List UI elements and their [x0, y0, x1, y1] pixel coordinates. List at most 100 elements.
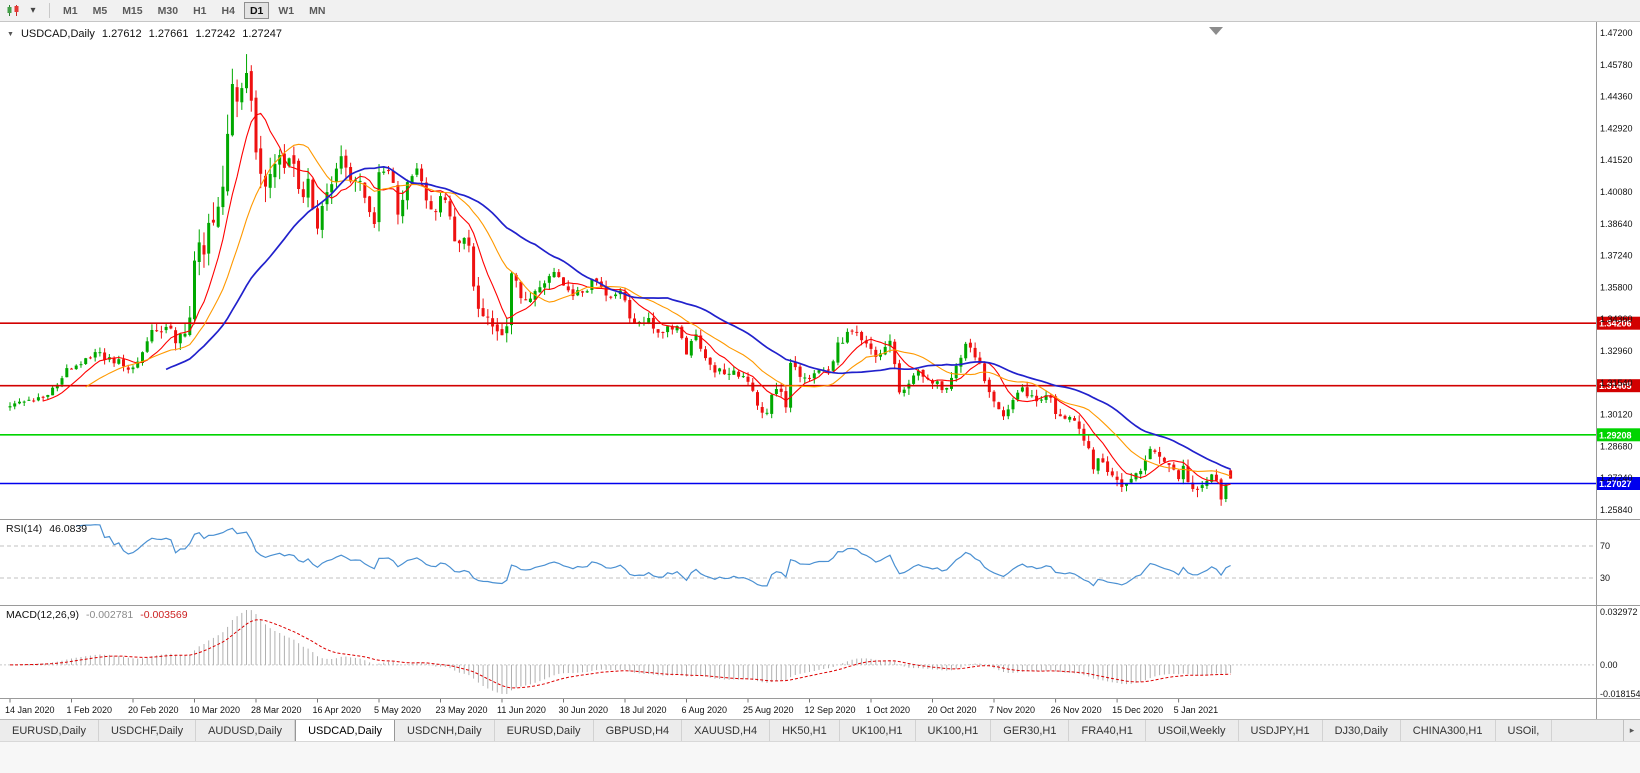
chart-tab-usdcad-daily[interactable]: USDCAD,Daily	[295, 720, 396, 741]
timeframe-h1-button[interactable]: H1	[193, 4, 207, 17]
svg-text:20 Oct 2020: 20 Oct 2020	[928, 705, 977, 715]
timeframe-m15-button[interactable]: M15	[122, 4, 143, 17]
svg-text:1.42920: 1.42920	[1600, 123, 1633, 133]
tab-scroll-right-button[interactable]: ▸	[1623, 720, 1640, 741]
svg-text:6 Aug 2020: 6 Aug 2020	[682, 705, 728, 715]
timeframe-m30-button[interactable]: M30	[157, 4, 179, 17]
svg-text:1.28680: 1.28680	[1600, 441, 1633, 451]
svg-text:1.38640: 1.38640	[1600, 219, 1633, 229]
svg-text:1.34360: 1.34360	[1600, 314, 1633, 324]
timeframe-mn-button[interactable]: MN	[309, 4, 326, 17]
svg-text:1.45780: 1.45780	[1600, 60, 1633, 70]
moving-averages	[42, 112, 1231, 486]
svg-text:1.27240: 1.27240	[1600, 473, 1633, 483]
svg-text:28 Mar 2020: 28 Mar 2020	[251, 705, 302, 715]
candlestick-chart-icon	[7, 5, 19, 16]
chart-tab-eurusd-daily[interactable]: EURUSD,Daily	[0, 720, 99, 741]
svg-text:1.44360: 1.44360	[1600, 92, 1633, 102]
chart-tab-uk100-h1[interactable]: UK100,H1	[840, 720, 916, 741]
svg-text:5 Jan 2021: 5 Jan 2021	[1174, 705, 1219, 715]
chart-tab-eurusd-daily[interactable]: EURUSD,Daily	[495, 720, 594, 741]
macd-signal-line	[10, 619, 1231, 689]
price-tag-1.34206	[1597, 316, 1640, 330]
svg-text:12 Sep 2020: 12 Sep 2020	[805, 705, 856, 715]
ma-34-line	[165, 166, 1231, 470]
chart-tab-fra40-h1[interactable]: FRA40,H1	[1069, 720, 1146, 741]
svg-text:10 Mar 2020: 10 Mar 2020	[190, 705, 241, 715]
toolbar-divider	[49, 3, 50, 18]
timeframe-w1-button[interactable]: W1	[278, 4, 295, 17]
svg-text:1.34206: 1.34206	[1599, 319, 1632, 329]
price-scale[interactable]: 1.47200 1.45780 1.44360 1.42920 1.41520 1.400…	[1600, 28, 1633, 515]
chart-tab-ger30-h1[interactable]: GER30,H1	[991, 720, 1070, 741]
rsi-line-layer	[76, 524, 1231, 587]
chart-shift-marker[interactable]	[1209, 27, 1223, 35]
chart-tab-china300-h1[interactable]: CHINA300,H1	[1401, 720, 1496, 741]
chart-tabs: EURUSD,Daily USDCHF,Daily AUDUSD,Daily USDC…	[0, 720, 1640, 741]
svg-text:-0.018154: -0.018154	[1600, 689, 1640, 699]
chart-tab-audusd-daily[interactable]: AUDUSD,Daily	[196, 720, 296, 741]
chart-tab-xauusd-h4[interactable]: XAUUSD,H4	[682, 720, 771, 741]
price-tag-1.31405	[1597, 379, 1640, 393]
macd-scale[interactable]: 0.032972 0.00 -0.018154	[1600, 607, 1640, 699]
svg-text:7 Nov 2020: 7 Nov 2020	[989, 705, 1035, 715]
macd-histogram	[14, 610, 1232, 694]
chart-tab-uk100-h1[interactable]: UK100,H1	[916, 720, 992, 741]
chart-tab-dj30-daily[interactable]: DJ30,Daily	[1323, 720, 1401, 741]
svg-text:1 Feb 2020: 1 Feb 2020	[67, 705, 113, 715]
svg-text:1.32960: 1.32960	[1600, 346, 1633, 356]
svg-text:1.30120: 1.30120	[1600, 410, 1633, 420]
svg-text:1.40080: 1.40080	[1600, 187, 1633, 197]
macd-signal-layer	[10, 619, 1231, 689]
chart-tab-usoil[interactable]: USOil,	[1496, 720, 1553, 741]
svg-text:30: 30	[1600, 573, 1610, 583]
price-tag-1.29208	[1597, 428, 1640, 442]
svg-text:26 Nov 2020: 26 Nov 2020	[1051, 705, 1102, 715]
svg-text:16 Apr 2020: 16 Apr 2020	[313, 705, 362, 715]
svg-text:20 Feb 2020: 20 Feb 2020	[128, 705, 179, 715]
timeframe-toolbar: M1 M5 M15 M30 H1 H4 D1 W1 MN	[57, 2, 331, 19]
chart-tab-usoil-weekly[interactable]: USOil,Weekly	[1146, 720, 1239, 741]
rsi-line	[76, 524, 1231, 587]
toolbar: ▾ M1 M5 M15 M30 H1 H4 D1 W1 MN	[0, 0, 1640, 22]
svg-text:1 Oct 2020: 1 Oct 2020	[866, 705, 910, 715]
chart-tab-usdcnh-daily[interactable]: USDCNH,Daily	[395, 720, 495, 741]
chart-type-dropdown-icon[interactable]: ▾	[30, 5, 36, 16]
panel-separators[interactable]	[0, 22, 1640, 719]
svg-text:1.35800: 1.35800	[1600, 282, 1633, 292]
svg-text:30 Jun 2020: 30 Jun 2020	[559, 705, 609, 715]
svg-text:1.47200: 1.47200	[1600, 28, 1633, 38]
chart-tab-bar: EURUSD,Daily USDCHF,Daily AUDUSD,Daily USDC…	[0, 719, 1640, 741]
chart-tab-gbpusd-h4[interactable]: GBPUSD,H4	[594, 720, 683, 741]
svg-text:14 Jan 2020: 14 Jan 2020	[5, 705, 55, 715]
date-axis[interactable]: 14 Jan 2020 1 Feb 2020 20 Feb 2020 10 Mar 2…	[5, 699, 1218, 715]
price-tag-1.27027	[1597, 477, 1640, 490]
svg-text:70: 70	[1600, 541, 1610, 551]
svg-text:23 May 2020: 23 May 2020	[436, 705, 488, 715]
svg-text:1.31405: 1.31405	[1599, 381, 1632, 391]
candlestick-series	[8, 54, 1233, 506]
svg-text:1.41520: 1.41520	[1600, 155, 1633, 165]
svg-text:1.31540: 1.31540	[1600, 378, 1633, 388]
timeframe-h4-button[interactable]: H4	[221, 4, 235, 17]
horizontal-lines: 1.34206 1.31405 1.29208 1.27027	[0, 316, 1640, 490]
svg-text:25 Aug 2020: 25 Aug 2020	[743, 705, 794, 715]
ma-8-line	[42, 112, 1231, 486]
timeframe-m1-button[interactable]: M1	[63, 4, 78, 17]
chart-tab-usdchf-daily[interactable]: USDCHF,Daily	[99, 720, 197, 741]
status-bar	[0, 741, 1640, 773]
timeframe-d1-button[interactable]: D1	[243, 2, 270, 19]
rsi-panel: 70 30	[0, 541, 1610, 583]
timeframe-m5-button[interactable]: M5	[92, 4, 108, 17]
ma-17-line	[85, 143, 1231, 477]
svg-text:0.032972: 0.032972	[1600, 607, 1638, 617]
svg-text:1.29208: 1.29208	[1599, 430, 1632, 440]
chart-type-button[interactable]	[4, 2, 22, 20]
svg-text:1.27027: 1.27027	[1599, 479, 1632, 489]
chart-window: 1.34206 1.31405 1.29208 1.27027 1.47200 1.457…	[0, 22, 1640, 719]
chart-tab-hk50-h1[interactable]: HK50,H1	[770, 720, 840, 741]
chart-canvas[interactable]: 1.34206 1.31405 1.29208 1.27027 1.47200 1.457…	[0, 22, 1640, 719]
svg-text:15 Dec 2020: 15 Dec 2020	[1112, 705, 1163, 715]
chart-tab-usdjpy-h1[interactable]: USDJPY,H1	[1239, 720, 1323, 741]
